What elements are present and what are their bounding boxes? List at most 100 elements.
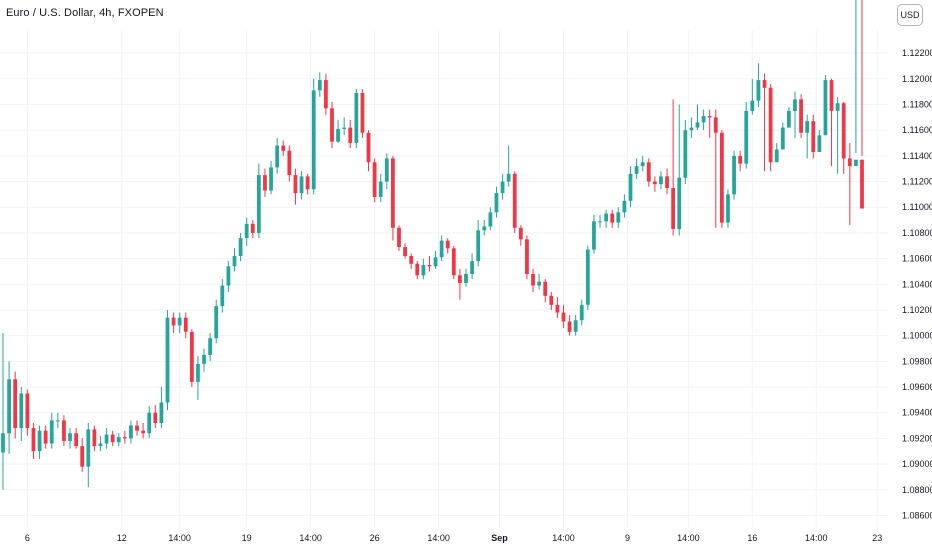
candle bbox=[281, 140, 286, 156]
candle-body bbox=[220, 285, 225, 307]
candle-body bbox=[311, 90, 316, 190]
candle-body bbox=[695, 122, 700, 128]
candle bbox=[62, 415, 66, 447]
candle-body bbox=[482, 226, 487, 231]
candle bbox=[360, 89, 365, 138]
candle bbox=[299, 171, 304, 200]
candle-body bbox=[640, 162, 645, 167]
candle-body bbox=[74, 433, 78, 447]
candle-body bbox=[202, 354, 206, 364]
candle-body bbox=[494, 193, 499, 213]
candle bbox=[317, 72, 322, 97]
candle-body bbox=[823, 80, 828, 136]
candle-body bbox=[391, 158, 395, 228]
candle-body bbox=[159, 402, 164, 423]
candle bbox=[330, 101, 334, 149]
candle bbox=[488, 207, 493, 231]
candle-body bbox=[31, 428, 36, 452]
candle-body bbox=[384, 158, 389, 182]
candle-body bbox=[98, 443, 103, 447]
candle-body bbox=[62, 420, 66, 441]
candle bbox=[494, 186, 499, 218]
price-tick-label: 1.10200 bbox=[902, 305, 932, 315]
candle-body bbox=[147, 412, 152, 434]
candle-body bbox=[299, 176, 304, 194]
candle-body bbox=[464, 274, 468, 283]
candle-body bbox=[1, 433, 5, 453]
candle-body bbox=[592, 221, 596, 250]
candle bbox=[68, 428, 72, 449]
candle-body bbox=[525, 239, 529, 275]
candle bbox=[628, 166, 633, 208]
price-axis: 1.12200 1.12000 1.11800 1.11600 1.11400 1.112… bbox=[902, 48, 932, 520]
candle-body bbox=[518, 227, 523, 240]
currency-button[interactable]: USD bbox=[897, 4, 923, 26]
candle bbox=[464, 268, 468, 287]
candle bbox=[7, 361, 11, 454]
candle bbox=[707, 109, 712, 138]
candle-body bbox=[135, 425, 139, 431]
grid bbox=[0, 30, 889, 527]
candle bbox=[561, 304, 566, 328]
candle bbox=[372, 158, 377, 203]
candle-body bbox=[476, 230, 481, 262]
candle bbox=[256, 163, 261, 239]
candle bbox=[366, 130, 371, 172]
candle bbox=[665, 168, 669, 195]
candle-body bbox=[610, 213, 615, 223]
candle bbox=[336, 119, 340, 144]
candle bbox=[470, 253, 474, 280]
candle bbox=[573, 315, 578, 336]
candle bbox=[835, 96, 840, 174]
candle bbox=[129, 420, 133, 444]
candle bbox=[287, 145, 292, 182]
price-tick-label: 1.11600 bbox=[902, 125, 932, 135]
candle-body bbox=[537, 281, 542, 286]
candle bbox=[762, 73, 767, 172]
candle-body bbox=[738, 155, 743, 164]
candle bbox=[208, 333, 213, 362]
candle bbox=[250, 220, 255, 239]
price-tick-label: 1.11200 bbox=[902, 177, 932, 187]
candle-body bbox=[348, 127, 353, 144]
candle bbox=[750, 78, 755, 115]
chart-title: Euro / U.S. Dollar, 4h, FXOPEN bbox=[6, 7, 164, 19]
candle bbox=[732, 150, 736, 200]
candle bbox=[86, 422, 91, 488]
candle bbox=[847, 143, 852, 226]
candle bbox=[652, 176, 657, 192]
time-tick-label: 14:00 bbox=[299, 533, 322, 543]
candle-body bbox=[317, 80, 322, 91]
candle bbox=[391, 155, 395, 241]
candle bbox=[263, 168, 267, 197]
candle-body bbox=[342, 127, 347, 129]
candle bbox=[25, 389, 30, 436]
candle-body bbox=[433, 257, 438, 267]
price-tick-label: 1.10000 bbox=[902, 331, 932, 341]
candle-body bbox=[305, 176, 310, 190]
candle-body bbox=[445, 240, 450, 249]
candle-body bbox=[780, 127, 785, 150]
candle-body bbox=[275, 145, 280, 168]
candle-body bbox=[366, 132, 371, 163]
candle-body bbox=[646, 162, 651, 182]
price-tick-label: 1.10400 bbox=[902, 279, 932, 289]
candle-body bbox=[500, 181, 505, 194]
candle-body bbox=[104, 434, 109, 444]
price-tick-label: 1.08800 bbox=[902, 485, 932, 495]
candle-body bbox=[774, 149, 779, 163]
candle bbox=[421, 258, 426, 280]
candle-body bbox=[409, 256, 414, 264]
candle bbox=[177, 312, 182, 334]
candle bbox=[683, 119, 688, 185]
candle bbox=[841, 101, 846, 174]
candle-body bbox=[19, 393, 24, 429]
candle-body bbox=[756, 80, 761, 101]
price-tick-label: 1.10800 bbox=[902, 228, 932, 238]
candle-body bbox=[92, 429, 97, 447]
candle-body bbox=[354, 92, 359, 144]
candle bbox=[543, 279, 548, 303]
candle-body bbox=[719, 132, 724, 223]
price-tick-label: 1.08600 bbox=[902, 510, 932, 520]
